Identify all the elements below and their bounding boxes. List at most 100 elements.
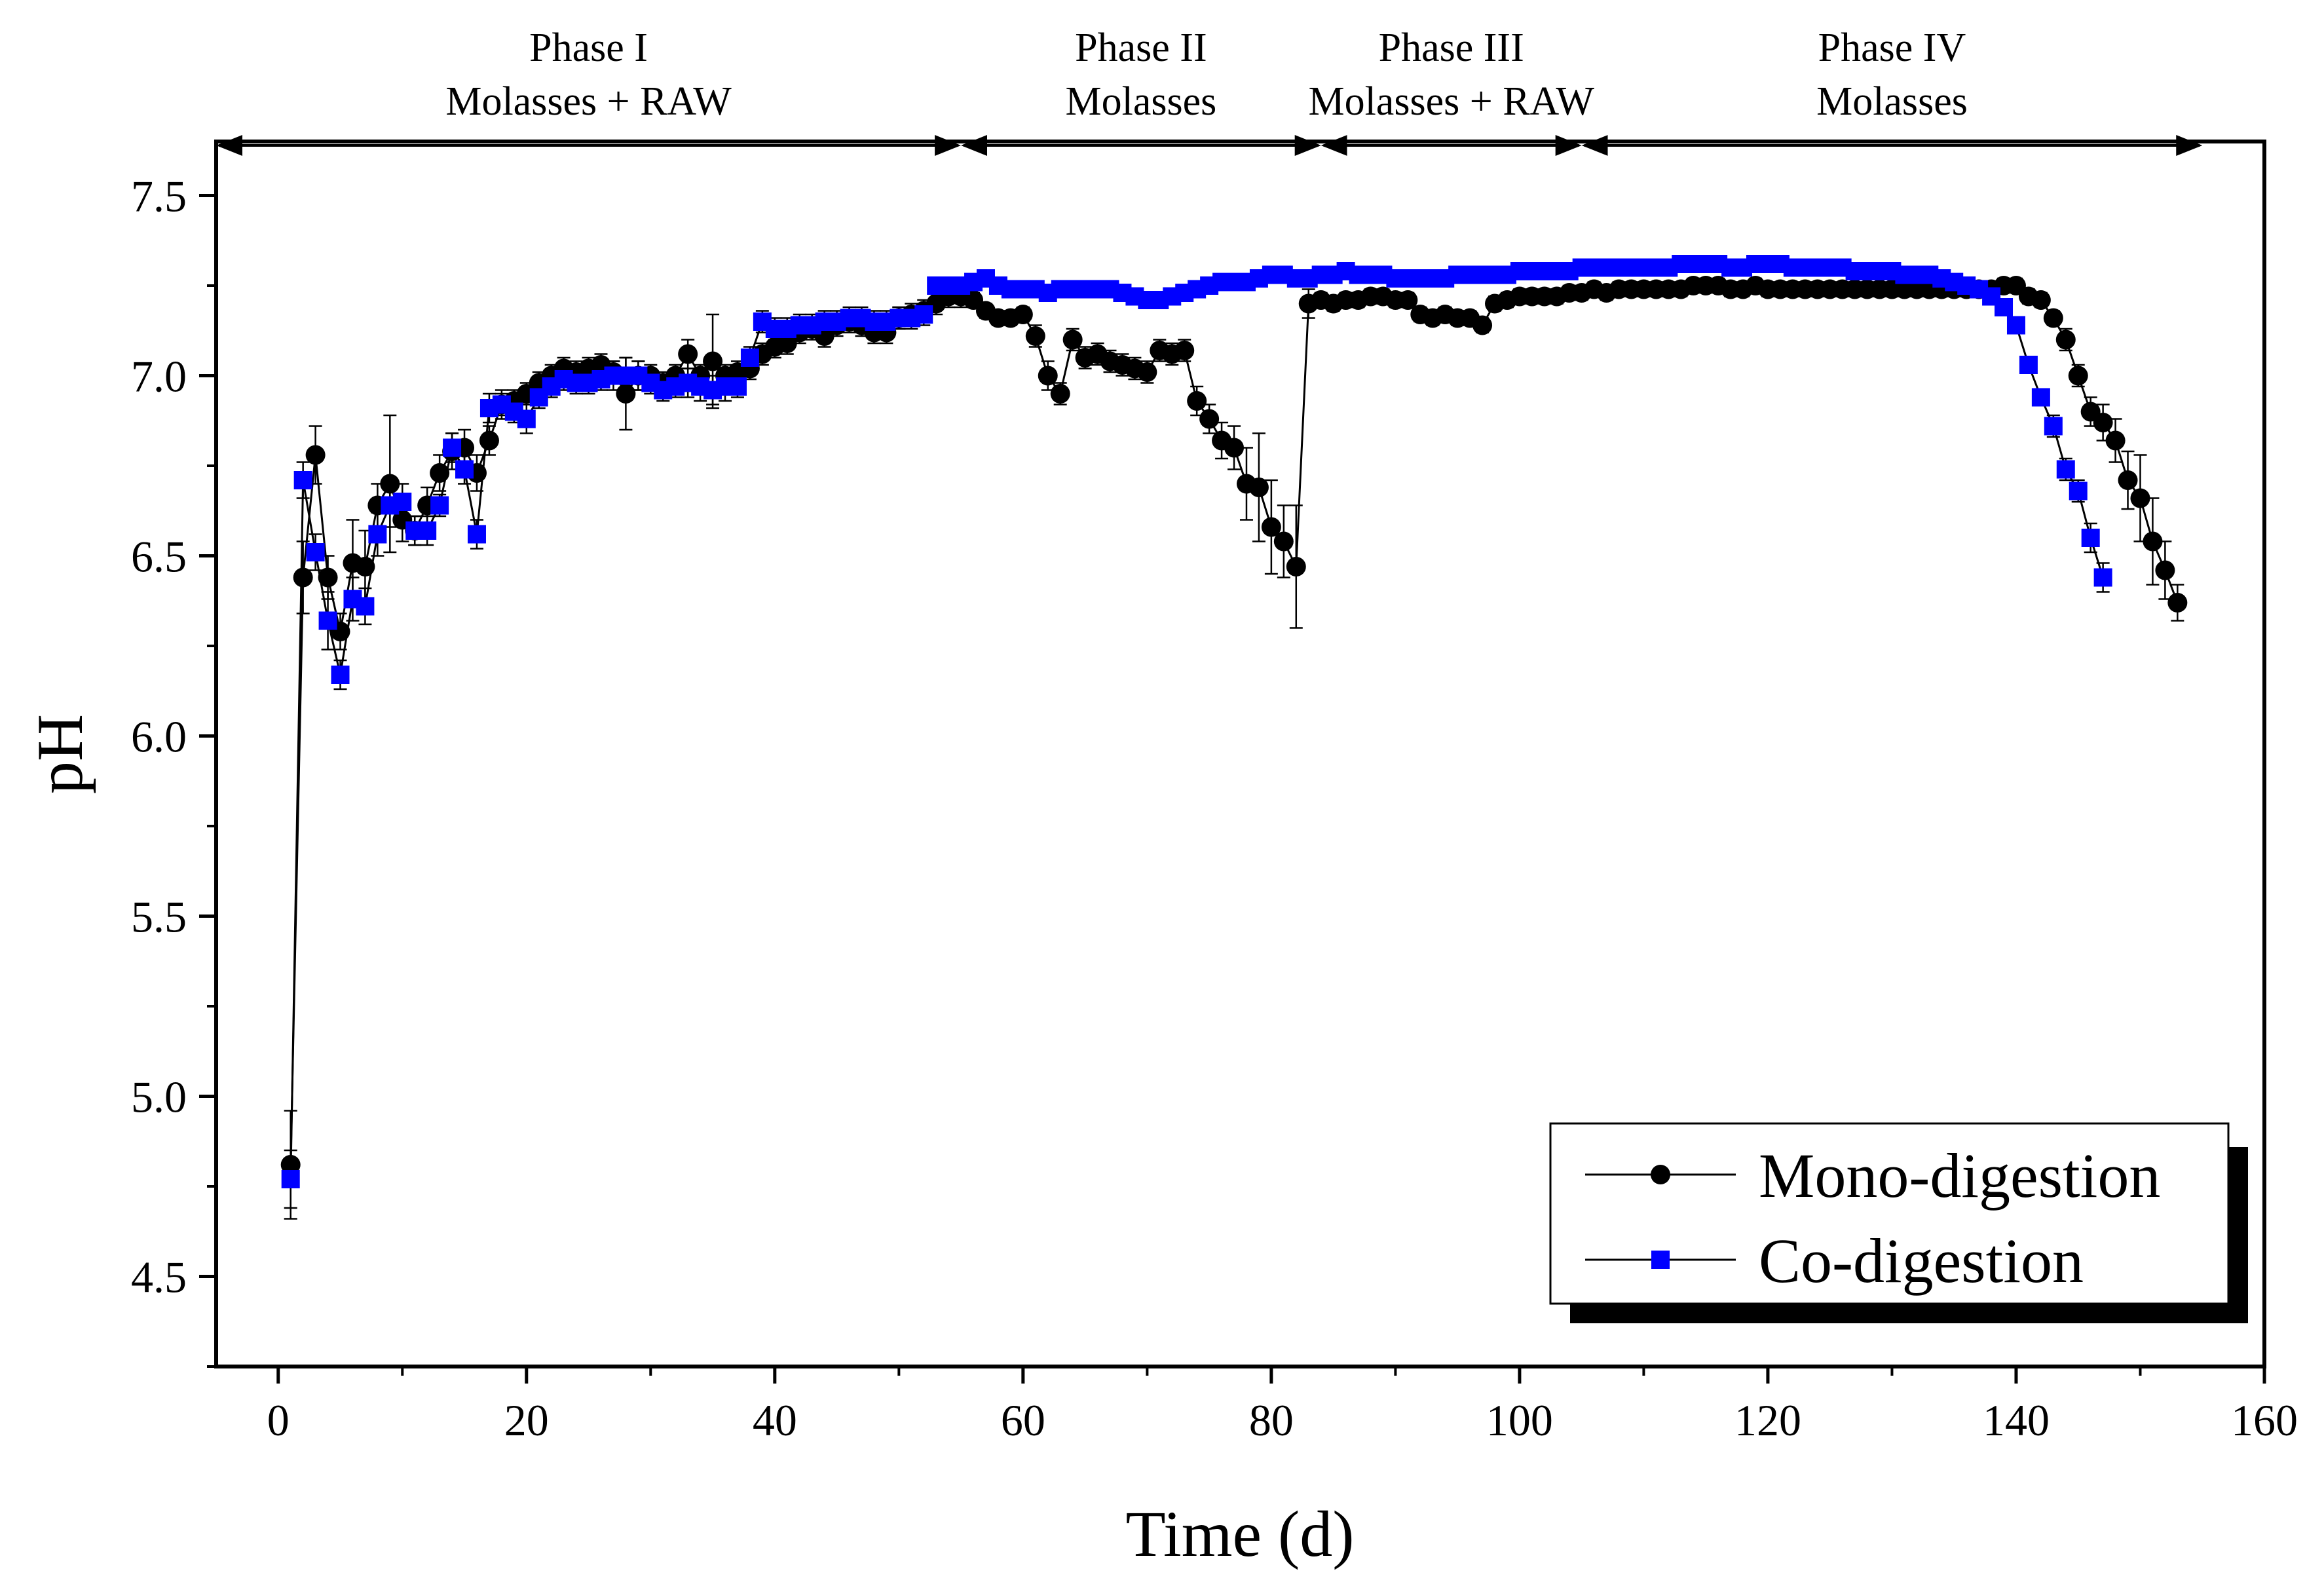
- data-point: [678, 344, 698, 364]
- data-point: [430, 463, 450, 483]
- data-point: [293, 471, 312, 489]
- data-point: [281, 1170, 300, 1188]
- x-axis-title: Time (d): [1125, 1498, 1354, 1570]
- data-point: [1472, 315, 1493, 335]
- data-point: [2081, 529, 2100, 547]
- data-point: [430, 496, 449, 515]
- data-point: [2031, 388, 2050, 407]
- data-point: [914, 305, 933, 324]
- data-point: [2093, 413, 2113, 432]
- phase-feed: Molasses: [1065, 79, 1216, 124]
- data-point: [418, 521, 437, 540]
- data-point: [2130, 488, 2150, 508]
- data-point: [1050, 384, 1070, 404]
- data-point: [703, 351, 723, 371]
- phase-name: Phase II: [1075, 26, 1207, 70]
- x-tick-label: 140: [1983, 1395, 2050, 1445]
- data-point: [1248, 478, 1269, 497]
- data-point: [1199, 409, 1220, 429]
- data-point: [479, 430, 499, 451]
- data-point: [2068, 366, 2088, 386]
- phase-annotations: Phase I Molasses + RAW Phase II Molasses Pha…: [216, 26, 2203, 156]
- data-point: [1261, 517, 1281, 537]
- x-tick-label: 80: [1249, 1395, 1294, 1445]
- phase-name: Phase IV: [1818, 26, 1966, 70]
- phase-name: Phase III: [1379, 26, 1524, 70]
- data-point: [2043, 308, 2063, 328]
- data-point: [2044, 417, 2063, 436]
- data-point: [331, 666, 350, 684]
- data-point: [306, 543, 325, 561]
- data-point: [1062, 330, 1083, 350]
- phase-feed: Molasses + RAW: [445, 79, 732, 124]
- legend-box: [1549, 1122, 2230, 1305]
- legend-marker-co: [1651, 1251, 1670, 1269]
- series-line: [290, 284, 2179, 1165]
- data-point: [740, 349, 759, 367]
- axes: 0 20 40 60 80 100 120 140 160 4.5 5.0 5.5 6.0 6.5 7.0 7…: [131, 140, 2298, 1445]
- x-tick-label: 120: [1734, 1395, 1801, 1445]
- data-point: [305, 445, 326, 465]
- x-tick-label: 160: [2231, 1395, 2298, 1445]
- phase-feed: Molasses + RAW: [1308, 79, 1594, 124]
- legend-marker-mono: [1651, 1165, 1670, 1184]
- data-point: [1038, 366, 1058, 386]
- data-point: [1995, 298, 2014, 316]
- series-co: [281, 255, 2112, 1209]
- data-point: [1398, 290, 1418, 310]
- data-point: [393, 493, 412, 511]
- data-point: [318, 611, 337, 630]
- data-point: [2019, 356, 2038, 374]
- data-point: [2031, 290, 2051, 310]
- data-point: [2105, 430, 2126, 451]
- x-tick-label: 60: [1001, 1395, 1045, 1445]
- data-point: [1286, 557, 1306, 576]
- phase-name: Phase I: [529, 26, 648, 70]
- data-point: [1025, 326, 1045, 346]
- data-point: [1224, 438, 1245, 458]
- series-mono: [280, 276, 2188, 1220]
- data-point: [1187, 391, 1207, 411]
- data-point: [2167, 593, 2188, 613]
- data-point: [2055, 330, 2076, 350]
- data-point: [1137, 362, 1157, 382]
- data-point: [355, 557, 375, 576]
- x-tick-label: 40: [753, 1395, 797, 1445]
- y-tick-label: 7.5: [131, 172, 187, 221]
- data-point: [2006, 316, 2025, 335]
- legend-label-co: Co-digestion: [1759, 1226, 2084, 1296]
- data-point: [2155, 560, 2175, 580]
- y-tick-label: 6.0: [131, 712, 187, 762]
- y-tick-label: 6.5: [131, 532, 187, 582]
- phase-feed: Molasses: [1816, 79, 1968, 124]
- data-point: [467, 525, 486, 544]
- data-point: [1013, 305, 1033, 324]
- data-point: [2069, 481, 2088, 500]
- data-point: [443, 438, 462, 457]
- data-point: [1174, 341, 1195, 360]
- legend: Mono-digestion Co-digestion: [1549, 1122, 2248, 1323]
- y-tick-label: 5.5: [131, 892, 187, 942]
- data-point: [2056, 460, 2075, 479]
- plot-frame: [214, 140, 2266, 1368]
- data-point: [293, 567, 313, 588]
- plot-series: [280, 255, 2188, 1220]
- data-point: [2093, 568, 2112, 587]
- data-point: [368, 525, 387, 544]
- data-point: [318, 567, 338, 588]
- data-point: [455, 460, 474, 479]
- x-tick-label: 20: [504, 1395, 549, 1445]
- y-tick-label: 7.0: [131, 352, 187, 402]
- data-point: [2118, 470, 2138, 490]
- y-tick-label: 5.0: [131, 1072, 187, 1122]
- x-tick-label: 0: [267, 1395, 290, 1445]
- data-point: [1273, 531, 1294, 552]
- data-point: [356, 597, 375, 616]
- y-tick-label: 4.5: [131, 1253, 187, 1302]
- data-point: [728, 377, 747, 396]
- data-point: [2143, 531, 2163, 552]
- y-axis-title: pH: [24, 714, 96, 794]
- legend-label-mono: Mono-digestion: [1759, 1141, 2160, 1211]
- data-point: [517, 409, 536, 428]
